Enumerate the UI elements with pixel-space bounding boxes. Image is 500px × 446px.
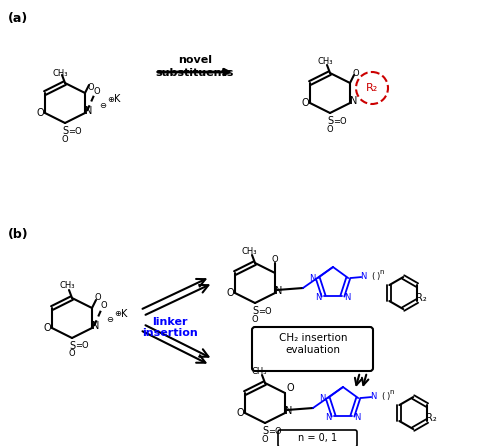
Text: n: n — [379, 269, 384, 275]
Text: S: S — [252, 306, 258, 316]
Text: CH₃: CH₃ — [252, 367, 267, 376]
Text: O: O — [301, 98, 309, 108]
Text: O: O — [326, 124, 334, 133]
Text: N: N — [310, 273, 316, 283]
Text: O: O — [94, 87, 100, 95]
Text: CH₃: CH₃ — [52, 69, 68, 78]
Text: CH₃: CH₃ — [60, 281, 75, 290]
Text: N: N — [320, 393, 326, 403]
Text: O: O — [226, 288, 234, 298]
Text: N: N — [316, 293, 322, 302]
Text: =O: =O — [258, 306, 272, 315]
Text: N: N — [350, 96, 358, 106]
Text: O: O — [36, 108, 44, 118]
Text: =O: =O — [268, 426, 282, 435]
Text: n: n — [389, 389, 394, 395]
Text: O: O — [88, 83, 94, 92]
Text: O: O — [352, 69, 360, 78]
Text: ⊕: ⊕ — [114, 310, 121, 318]
Text: O: O — [236, 408, 244, 418]
Text: insertion: insertion — [142, 328, 198, 338]
Text: (a): (a) — [8, 12, 28, 25]
Text: O: O — [286, 383, 294, 393]
Text: R₂: R₂ — [416, 293, 426, 303]
Text: novel: novel — [178, 55, 212, 65]
Text: K: K — [114, 94, 120, 104]
Text: CH₃: CH₃ — [241, 247, 257, 256]
Text: n = 0, 1: n = 0, 1 — [298, 433, 338, 443]
Text: (b): (b) — [8, 228, 28, 241]
Text: (: ( — [382, 392, 385, 401]
Text: ): ) — [376, 272, 380, 281]
Text: ⊖: ⊖ — [100, 100, 106, 110]
Text: R₂: R₂ — [366, 83, 378, 93]
Text: CH₂ insertion
evaluation: CH₂ insertion evaluation — [279, 333, 347, 355]
Text: substituents: substituents — [156, 68, 234, 78]
Text: S: S — [69, 341, 75, 351]
Text: R₂: R₂ — [426, 413, 436, 423]
Text: =O: =O — [333, 116, 347, 125]
Text: N: N — [276, 286, 282, 296]
Text: linker: linker — [152, 317, 188, 327]
Text: =O: =O — [68, 127, 82, 136]
Text: N: N — [354, 413, 360, 422]
Text: N: N — [286, 406, 292, 416]
Text: S: S — [327, 116, 333, 126]
Text: O: O — [100, 301, 107, 310]
Text: O: O — [43, 323, 51, 333]
Text: O: O — [94, 293, 102, 302]
FancyBboxPatch shape — [278, 430, 357, 446]
Text: S: S — [62, 126, 68, 136]
Text: O: O — [262, 434, 268, 443]
Text: O: O — [62, 135, 68, 144]
Text: N: N — [326, 413, 332, 422]
Text: N: N — [360, 272, 366, 281]
FancyBboxPatch shape — [252, 327, 373, 371]
Text: =O: =O — [75, 342, 89, 351]
Text: (: ( — [372, 272, 375, 281]
Text: N: N — [370, 392, 376, 401]
Text: ): ) — [386, 392, 390, 401]
Text: S: S — [262, 426, 268, 436]
Text: N: N — [344, 293, 350, 302]
Text: ⊖: ⊖ — [106, 315, 114, 325]
Text: O: O — [272, 255, 278, 264]
Text: K: K — [121, 309, 127, 319]
Text: N: N — [92, 321, 100, 331]
Text: O: O — [68, 350, 75, 359]
Text: ⊕: ⊕ — [108, 95, 114, 103]
Text: N: N — [86, 106, 92, 116]
Text: O: O — [252, 314, 258, 323]
Text: CH₃: CH₃ — [318, 57, 333, 66]
